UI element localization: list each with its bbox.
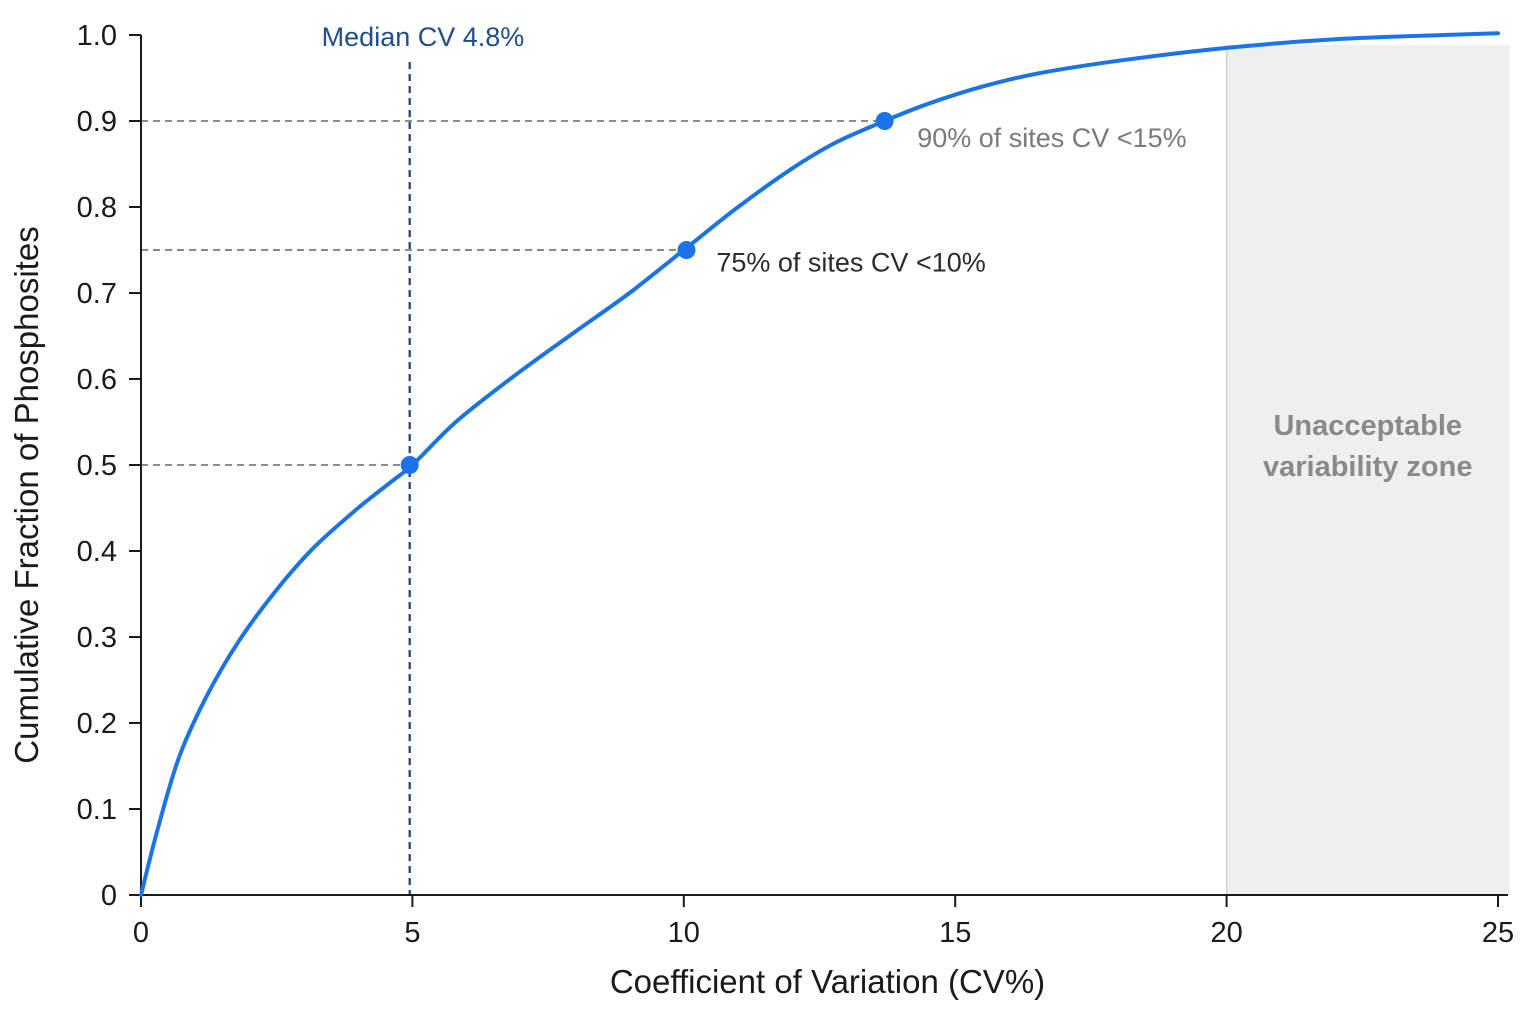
zone-label-line1: Unacceptable (1273, 410, 1462, 442)
median-label: Median CV 4.8% (322, 22, 525, 52)
x-axis-title: Coefficient of Variation (CV%) (610, 963, 1045, 1000)
y-tick-label: 0.2 (77, 708, 117, 740)
x-tick-label: 10 (668, 917, 700, 949)
y-tick-label: 0.8 (77, 192, 117, 224)
unacceptable-zone (1226, 45, 1510, 895)
y-tick-label: 0 (101, 880, 117, 912)
y-tick-label: 0.4 (77, 536, 117, 568)
x-tick-label: 15 (939, 917, 971, 949)
marker-layer (400, 112, 894, 474)
data-marker-0 (400, 456, 419, 474)
x-tick-label: 5 (404, 917, 420, 949)
axes: 0 0.1 0.2 0.3 0.4 0.5 0.6 0.7 0.8 0.9 1.0 0 5 10 15 20 2… (8, 20, 1514, 1000)
y-tick-label: 1.0 (77, 20, 117, 52)
zone-label-line2: variability zone (1263, 451, 1473, 483)
curve-layer (139, 31, 1500, 897)
reference-lines (141, 62, 885, 895)
y-axis-title: Cumulative Fraction of Phosphosites (8, 226, 45, 763)
annotation-label-1: 75% of sites CV <10% (716, 248, 985, 278)
data-marker-1 (677, 241, 696, 259)
y-tick-label: 0.3 (77, 622, 117, 654)
y-tick-label: 0.9 (77, 106, 117, 138)
y-tick-label: 0.7 (77, 278, 117, 310)
x-tick-label: 25 (1482, 917, 1514, 949)
annotation-label-0: 90% of sites CV <15% (917, 123, 1186, 153)
y-tick-label: 0.5 (77, 450, 117, 482)
zone-layer (1225, 45, 1510, 895)
data-marker-2 (875, 112, 894, 130)
x-tick-label: 0 (133, 917, 149, 949)
y-tick-label: 0.6 (77, 364, 117, 396)
y-tick-label: 0.1 (77, 794, 117, 826)
cdf-curve (139, 31, 1500, 897)
annotation-layer: Median CV 4.8% 90% of sites CV <15% 75% of… (322, 22, 1473, 483)
x-tick-label: 20 (1210, 917, 1242, 949)
